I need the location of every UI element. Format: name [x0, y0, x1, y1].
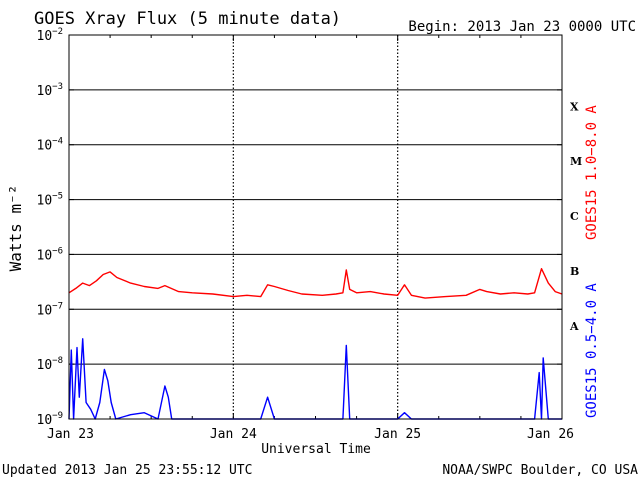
y-axis-title: Watts m⁻² [6, 185, 25, 272]
x-tick-label: Jan 25 [374, 427, 421, 442]
x-tick-label: Jan 23 [47, 427, 94, 442]
chart-title: GOES Xray Flux (5 minute data) [34, 9, 341, 29]
plot-frame [68, 34, 563, 420]
legend-series-long: GOES15 1.0−8.0 A [584, 105, 600, 240]
grid [69, 34, 562, 420]
updated-timestamp: Updated 2013 Jan 25 23:55:12 UTC [2, 463, 252, 478]
flare-class-label: X [570, 100, 579, 113]
y-tick-label: 10−3 [37, 82, 64, 99]
legend: GOES15 1.0−8.0 A GOES15 0.5−4.0 A [584, 105, 600, 418]
flare-class-label: C [570, 210, 579, 223]
y-tick-label: 10−4 [37, 137, 64, 154]
flare-class-label: A [569, 320, 579, 333]
series-lines [68, 268, 563, 420]
y-tick-label: 10−9 [37, 411, 64, 428]
x-tick-label: Jan 24 [210, 427, 257, 442]
y-tick-label: 10−7 [37, 301, 64, 318]
series-line-long [68, 268, 563, 299]
begin-date: Begin: 2013 Jan 23 0000 UTC [408, 19, 636, 35]
legend-series-short: GOES15 0.5−4.0 A [584, 283, 600, 418]
y-axis-label: Watts m⁻² [6, 185, 25, 272]
series-line-short [68, 338, 562, 420]
y-axis: 10−9 10−8 10−7 10−6 10−5 10−4 10−3 10−2 [37, 27, 562, 428]
x-axis-label: Universal Time [261, 442, 371, 457]
y-tick-label: 10−6 [37, 246, 64, 263]
flare-class-label: B [570, 265, 579, 278]
flare-class-label: M [570, 155, 582, 168]
y-tick-label: 10−8 [37, 356, 64, 373]
flare-class-labels: X M C B A [569, 100, 582, 332]
credit: NOAA/SWPC Boulder, CO USA [442, 463, 638, 478]
x-axis: Jan 23 Jan 24 Jan 25 Jan 26 [47, 35, 574, 442]
x-tick-label: Jan 26 [527, 427, 574, 442]
y-tick-label: 10−2 [37, 27, 64, 44]
y-tick-label: 10−5 [37, 192, 64, 209]
